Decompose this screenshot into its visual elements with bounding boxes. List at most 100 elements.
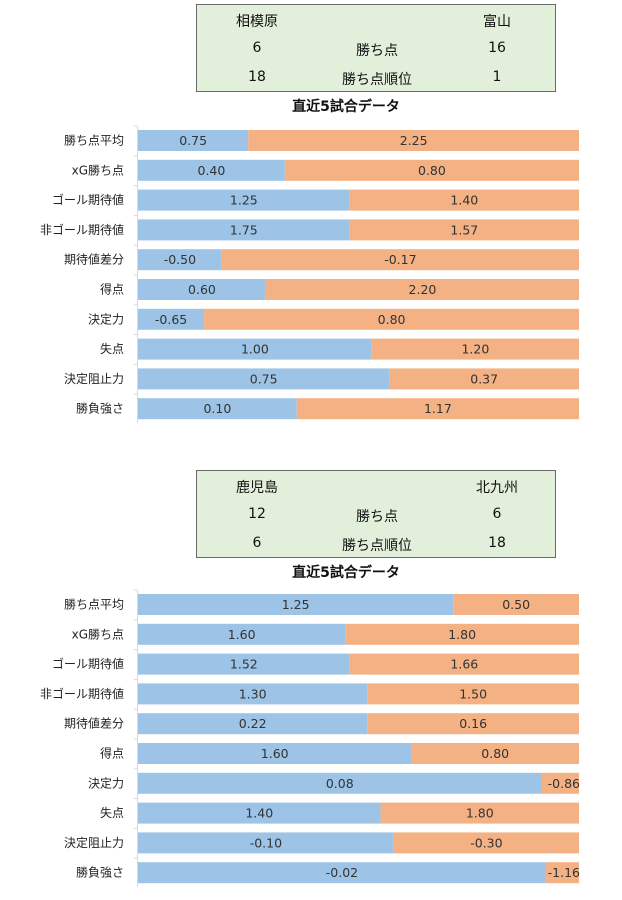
bar-right-team xyxy=(389,368,579,390)
data-label-right: 0.50 xyxy=(502,597,530,612)
chart-title-2: 直近5試合データ xyxy=(292,565,400,581)
data-label-right: 0.16 xyxy=(459,716,487,731)
data-label-left: 0.40 xyxy=(198,163,226,178)
category-label: 勝負強さ xyxy=(76,865,124,880)
category-label: xG勝ち点 xyxy=(72,162,124,177)
data-label-right: -0.86 xyxy=(548,776,580,791)
bar-left-team xyxy=(138,802,381,824)
bar-left-team xyxy=(138,398,297,420)
data-label-left: 0.75 xyxy=(250,371,278,386)
data-label-left: -0.10 xyxy=(250,835,282,850)
bar-right-team xyxy=(349,189,579,211)
data-label-left: 1.60 xyxy=(261,746,289,761)
data-label-right: 0.37 xyxy=(470,371,498,386)
data-label-right: 1.40 xyxy=(450,193,478,208)
bar-left-team xyxy=(138,308,205,330)
left-points: 6 xyxy=(252,40,262,56)
bar-chart-2: 勝ち点平均 1.25 0.50 xG勝ち点 1.60 1.80 ゴール期待値 1.52 1.66… xyxy=(40,589,580,888)
bar-left-team xyxy=(138,249,222,271)
bar-left-team xyxy=(138,653,350,675)
data-label-right: 1.80 xyxy=(448,627,476,642)
bar-left-team xyxy=(138,279,266,300)
category-label: 決定力 xyxy=(88,775,124,790)
match-info-box-2: 鹿児島 北九州 12 勝ち点 6 6 勝ち点順位 18 xyxy=(196,470,556,558)
bar-left-team xyxy=(138,623,346,645)
data-label-right: 1.50 xyxy=(459,686,487,701)
right-rank: 18 xyxy=(488,535,506,551)
data-label-right: 0.80 xyxy=(481,746,509,761)
points-label: 勝ち点 xyxy=(356,43,398,59)
category-label: 勝負強さ xyxy=(76,401,124,416)
data-label-right: -0.17 xyxy=(384,252,416,267)
bar-right-team xyxy=(380,802,579,824)
bar-left-team xyxy=(138,594,454,615)
data-label-left: 0.60 xyxy=(188,282,216,297)
bar-right-team xyxy=(345,623,579,645)
bar-right-team xyxy=(349,219,579,241)
data-label-left: 1.30 xyxy=(239,686,267,701)
data-label-left: 1.75 xyxy=(230,222,258,237)
category-label: 勝ち点平均 xyxy=(64,133,124,148)
bar-right-team xyxy=(371,338,579,360)
bar-right-team xyxy=(393,832,579,854)
left-points: 12 xyxy=(248,506,266,522)
bar-left-team xyxy=(138,832,394,854)
bar-right-team xyxy=(367,713,579,735)
data-label-right: 1.57 xyxy=(450,222,478,237)
bar-left-team xyxy=(138,862,546,884)
category-label: ゴール期待値 xyxy=(52,192,124,207)
right-points: 16 xyxy=(488,40,506,56)
bar-left-team xyxy=(138,159,285,181)
data-label-left: 0.10 xyxy=(203,401,231,416)
data-label-right: 1.80 xyxy=(466,806,494,821)
left-team-name: 相模原 xyxy=(236,14,278,30)
data-label-left: 1.40 xyxy=(245,806,273,821)
bar-left-team xyxy=(138,368,390,390)
bar-right-team xyxy=(545,862,579,884)
points-label: 勝ち点 xyxy=(356,509,398,525)
bar-right-team xyxy=(248,130,579,151)
bar-right-team xyxy=(204,308,579,330)
bar-left-team xyxy=(138,130,249,151)
bar-left-team xyxy=(138,713,368,735)
match-info-box-1: 相模原 富山 6 勝ち点 16 18 勝ち点順位 1 xyxy=(196,4,556,92)
right-rank: 1 xyxy=(492,69,502,85)
category-label: 勝ち点平均 xyxy=(64,597,124,612)
bar-left-team xyxy=(138,743,412,764)
bar-left-team xyxy=(138,189,350,211)
category-label: 非ゴール期待値 xyxy=(40,222,124,237)
bar-right-team xyxy=(284,159,579,181)
right-points: 6 xyxy=(492,506,502,522)
category-label: 決定阻止力 xyxy=(64,371,124,386)
category-label: 決定力 xyxy=(88,311,124,326)
data-label-right: 2.20 xyxy=(409,282,437,297)
category-label: 得点 xyxy=(100,746,124,761)
category-label: ゴール期待値 xyxy=(52,656,124,671)
bar-right-team xyxy=(221,249,580,271)
data-label-left: 0.08 xyxy=(326,776,354,791)
bar-chart-1: 勝ち点平均 0.75 2.25 xG勝ち点 0.40 0.80 ゴール期待値 1.25 1.40… xyxy=(40,125,580,424)
rank-label: 勝ち点順位 xyxy=(342,538,412,554)
left-team-name: 鹿児島 xyxy=(236,480,278,496)
bar-left-team xyxy=(138,683,368,705)
data-label-right: 0.80 xyxy=(418,163,446,178)
bar-right-team xyxy=(411,743,579,764)
bar-right-team xyxy=(367,683,579,705)
data-label-left: 0.22 xyxy=(239,716,267,731)
data-label-left: 1.25 xyxy=(282,597,310,612)
bar-left-team xyxy=(138,772,542,794)
bar-left-team xyxy=(138,338,372,360)
bar-right-team xyxy=(296,398,579,420)
data-label-right: 1.66 xyxy=(450,657,478,672)
data-label-right: 2.25 xyxy=(400,133,428,148)
data-label-left: 1.25 xyxy=(230,193,258,208)
bar-right-team xyxy=(265,279,579,300)
data-label-right: 0.80 xyxy=(378,312,406,327)
bar-right-team xyxy=(453,594,579,615)
category-label: 決定阻止力 xyxy=(64,835,124,850)
bar-right-team xyxy=(541,772,579,794)
data-label-left: 1.60 xyxy=(228,627,256,642)
category-label: 得点 xyxy=(100,282,124,297)
data-label-left: -0.65 xyxy=(155,312,187,327)
rank-label: 勝ち点順位 xyxy=(342,72,412,88)
